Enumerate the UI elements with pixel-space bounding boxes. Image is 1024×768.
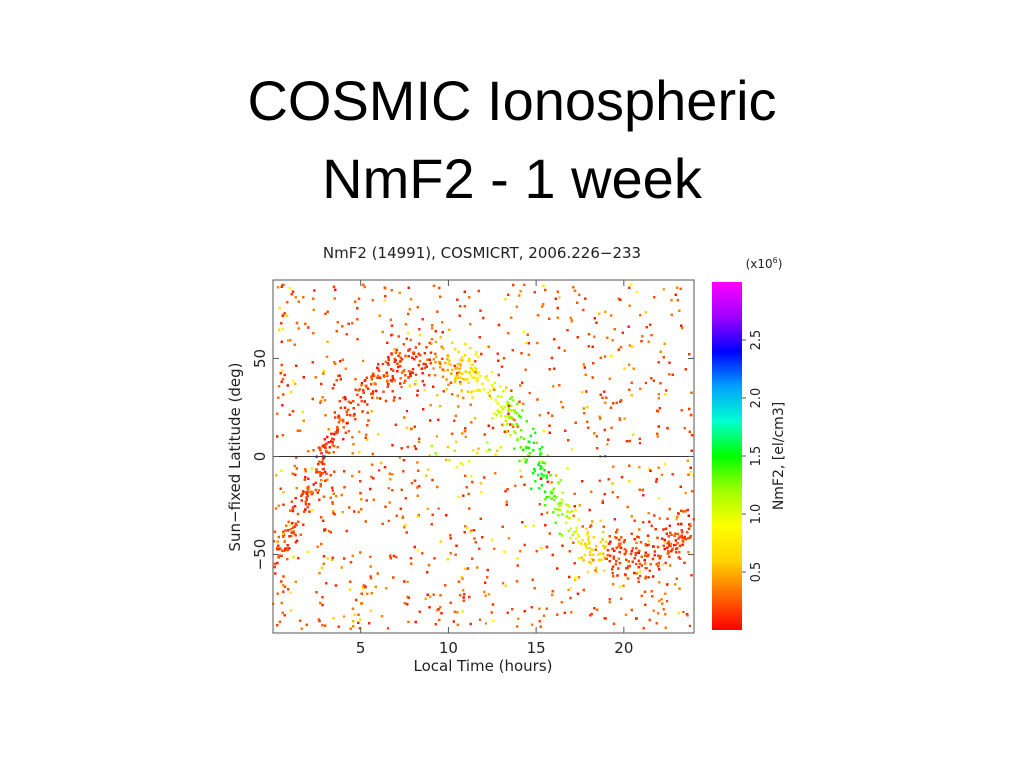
slide-title-line-1: COSMIC Ionospheric [247,69,777,132]
data-point [502,582,505,585]
data-point [606,443,609,446]
data-point [305,498,308,501]
data-point [362,359,365,362]
data-point [400,386,403,389]
data-point [671,547,674,550]
data-point [500,414,503,417]
slide-title: COSMIC Ionospheric NmF2 - 1 week [0,62,1024,218]
data-point [324,470,327,473]
data-point [486,441,489,444]
data-point [558,296,561,299]
data-point [475,376,478,379]
data-point [401,515,405,518]
data-point [639,314,642,317]
data-point [490,371,493,374]
data-point [662,288,665,291]
data-point [526,454,529,457]
data-point [692,474,695,477]
data-point [406,580,409,583]
data-point [598,479,601,482]
data-point [398,456,401,459]
data-point [405,410,409,413]
data-point [567,588,570,591]
data-point [434,340,437,343]
data-point [524,341,528,344]
data-point [360,381,363,385]
data-point [381,362,384,366]
data-point [647,576,650,579]
data-point [666,600,669,603]
data-point [682,610,685,614]
data-point [437,507,440,510]
data-point [478,618,482,621]
data-point [395,556,398,559]
slide-title-line-2: NmF2 - 1 week [322,147,702,210]
data-point [331,489,334,492]
data-point [435,435,438,438]
data-point [432,367,435,370]
data-point [435,454,438,457]
data-point [560,400,563,403]
data-point [358,430,361,433]
data-point [484,594,487,597]
data-point [479,374,482,377]
data-point [639,574,642,577]
data-point [660,598,663,601]
data-point [290,535,293,538]
data-point [351,436,354,439]
data-point [369,575,372,578]
data-point [387,519,390,522]
data-point [556,508,560,511]
data-point [446,358,449,361]
data-point [343,615,346,618]
data-point [378,469,381,472]
data-point [329,531,332,534]
data-point [311,508,314,511]
data-point [464,435,467,438]
data-point [516,437,519,440]
data-point [644,381,647,385]
data-point [386,627,390,630]
data-point [644,554,647,557]
data-point [688,624,691,627]
data-point [319,401,322,404]
data-point [375,376,379,379]
chart-title: NmF2 (14991), COSMICRT, 2006.226−233 [323,244,641,262]
data-point [545,477,548,480]
data-point [638,442,642,445]
data-point [528,391,531,395]
data-point [484,622,488,625]
data-point [628,363,631,366]
data-points [272,283,695,630]
